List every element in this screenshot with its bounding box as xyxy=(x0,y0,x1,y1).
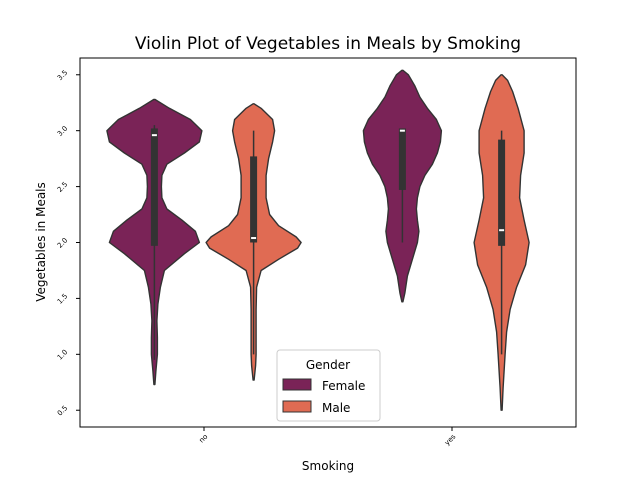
y-tick-label: 3.5 xyxy=(56,69,70,83)
legend-title: Gender xyxy=(306,358,350,372)
legend-label-female: Female xyxy=(322,379,365,393)
legend-swatch-female xyxy=(282,378,312,391)
y-axis: 0.5 1.0 1.5 2.0 2.5 3.0 3.5 xyxy=(56,69,80,418)
legend-swatch-male xyxy=(282,400,312,413)
x-tick-label-no: no xyxy=(198,433,210,445)
legend-label-male: Male xyxy=(322,401,350,415)
iqr-box-male-yes xyxy=(498,139,506,246)
x-axis: no yes xyxy=(198,427,458,447)
x-tick-label-yes: yes xyxy=(443,433,457,447)
iqr-box-female-no xyxy=(150,128,158,246)
y-tick-label: 1.5 xyxy=(56,292,70,306)
x-axis-label: Smoking xyxy=(302,459,354,473)
y-tick-label: 2.5 xyxy=(56,180,70,194)
y-tick-label: 0.5 xyxy=(56,404,70,418)
chart-title: Violin Plot of Vegetables in Meals by Sm… xyxy=(135,34,521,54)
y-axis-label: Vegetables in Meals xyxy=(34,182,48,302)
y-tick-label: 1.0 xyxy=(56,348,70,362)
violin-layer xyxy=(106,69,530,411)
y-tick-label: 2.0 xyxy=(56,236,70,250)
iqr-box-female-yes xyxy=(398,128,406,190)
iqr-box-male-no xyxy=(250,156,258,243)
legend: Gender Female Male xyxy=(276,349,381,422)
y-tick-label: 3.0 xyxy=(56,125,70,139)
